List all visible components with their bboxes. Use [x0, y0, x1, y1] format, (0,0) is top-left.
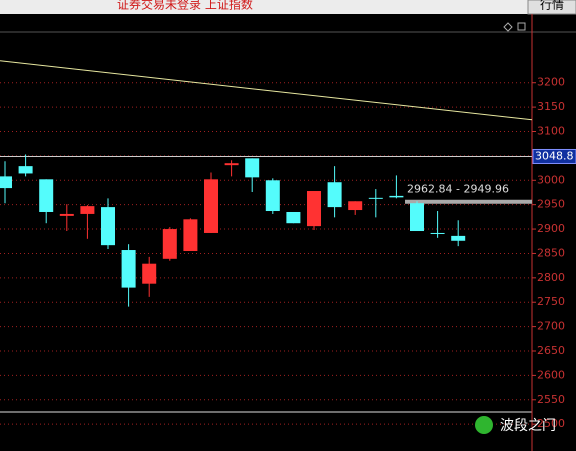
y-tick-label: 2950: [537, 198, 565, 211]
candle-body: [451, 235, 466, 241]
icon[interactable]: [517, 22, 526, 31]
y-tick-label: 3000: [537, 173, 565, 186]
candle-body: [39, 179, 54, 212]
candle-body: [18, 166, 33, 174]
y-tick-label: 2800: [537, 271, 565, 284]
y-tick-label: 2550: [537, 393, 565, 406]
candle-body: [59, 213, 74, 216]
y-tick-label: 2900: [537, 222, 565, 235]
candle-body: [265, 180, 280, 212]
wechat-icon: [475, 416, 493, 434]
current-label: 3048.8: [535, 149, 574, 162]
candle-body: [224, 163, 239, 166]
candle-body: [430, 232, 445, 234]
range-label: 2962.84 - 2949.96: [407, 183, 509, 196]
y-tick-label: 3150: [537, 100, 565, 113]
y-tick-label: 2850: [537, 246, 565, 259]
candle-body: [348, 201, 363, 211]
top-bar: [0, 0, 576, 14]
icon[interactable]: [503, 22, 513, 32]
candle-body: [368, 197, 383, 199]
candle-body: [245, 158, 260, 178]
candle-body: [286, 211, 301, 224]
y-tick-label: 3200: [537, 76, 565, 89]
current-box: [532, 148, 576, 164]
quote-button-label[interactable]: 行情: [540, 0, 564, 12]
watermark: 波段之门: [500, 418, 556, 434]
candle-body: [389, 195, 404, 198]
y-tick-label: 2750: [537, 295, 565, 308]
candle-body: [327, 182, 342, 208]
y-tick-label: 2700: [537, 320, 565, 333]
candle-body: [410, 203, 424, 232]
y-tick-label: 2650: [537, 344, 565, 357]
trend-line: [0, 60, 533, 121]
candle-body: [183, 219, 198, 252]
candle-body: [0, 176, 12, 189]
candle-body: [162, 229, 177, 259]
y-tick-label: 2600: [537, 368, 565, 381]
y-tick-label: 3100: [537, 125, 565, 138]
candle-body: [80, 206, 95, 214]
candle-body: [307, 191, 321, 227]
quote-button[interactable]: [527, 0, 576, 15]
candle-body: [121, 250, 136, 288]
candle-body: [101, 207, 115, 246]
y-tick-label: 2500: [537, 417, 565, 430]
status-text: 证券交易未登录 上证指数: [117, 0, 253, 12]
candle-body: [142, 263, 157, 284]
candle-body: [204, 179, 218, 233]
